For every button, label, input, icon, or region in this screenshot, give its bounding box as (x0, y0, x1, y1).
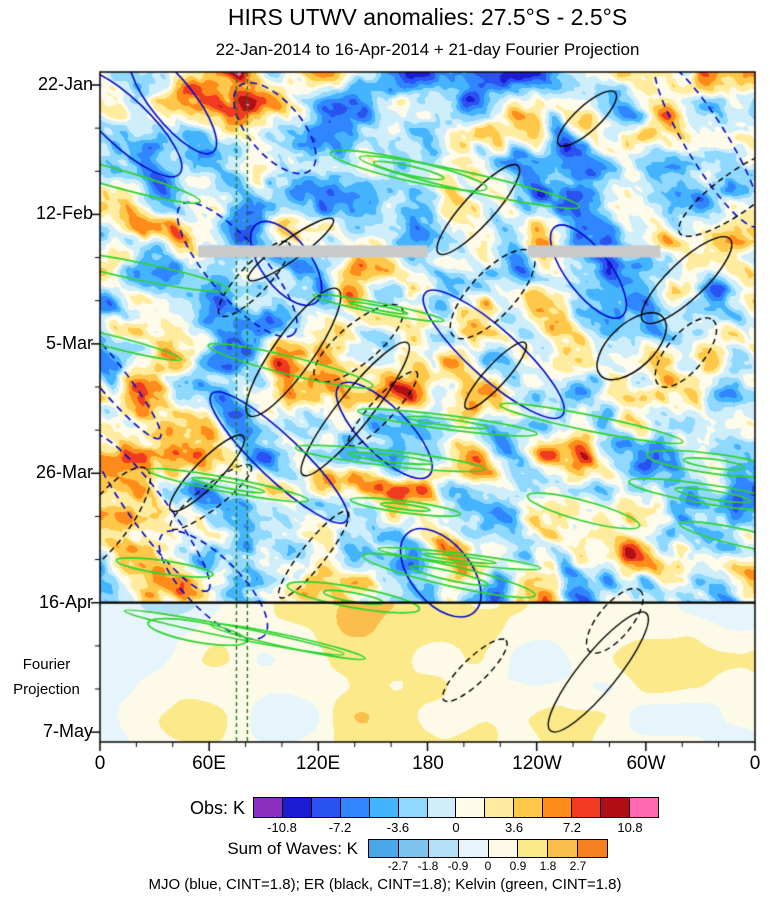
fourier-projection-label: Projection (13, 681, 80, 698)
x-axis-tick-label: 120E (295, 753, 341, 774)
colorbar-segment (282, 798, 312, 817)
x-axis-tick-label: 0 (749, 753, 761, 774)
x-axis-tick-label: 180 (412, 753, 444, 774)
waves-colorbar (368, 839, 608, 858)
y-axis-tick-label: 26-Mar (35, 462, 93, 482)
y-axis-tick-label: 5-Mar (45, 333, 93, 353)
colorbar-segment (601, 798, 630, 817)
waves-colorbar-tick-label: -2.7 (387, 859, 409, 873)
waves-colorbar-tick-label: -1.8 (417, 859, 439, 873)
y-axis-tick-label: 16-Apr (38, 592, 93, 612)
contour-legend-caption: MJO (blue, CINT=1.8); ER (black, CINT=1.… (148, 876, 622, 893)
colorbar-segment (340, 798, 370, 817)
obs-colorbar-tick-label: 10.8 (617, 820, 643, 835)
waves-colorbar-tick-label: 2.7 (569, 859, 587, 873)
y-axis-tick-label: 7-May (42, 721, 93, 741)
x-axis-tick-label: 60W (626, 753, 666, 774)
colorbar-segment (543, 798, 573, 817)
chart-title: HIRS UTWV anomalies: 27.5°S - 2.5°S (227, 4, 628, 30)
colorbar-segment (578, 840, 607, 857)
waves-colorbar-title: Sum of Waves: K (227, 839, 358, 858)
colorbar-segment (629, 798, 658, 817)
waves-colorbar-tick-label: 0.9 (509, 859, 527, 873)
waves-colorbar-labels: -2.7 -1.8 -0.9 0 0.9 1.8 2.7 (368, 859, 608, 873)
obs-colorbar (253, 797, 659, 818)
obs-colorbar-tick-label: -3.6 (386, 820, 410, 835)
x-axis-tick-label: 120W (512, 753, 562, 774)
colorbar-segment (254, 798, 283, 817)
colorbar-segment (369, 840, 399, 857)
x-axis-tick-label: 60E (192, 753, 226, 774)
colorbar-segment (518, 840, 549, 857)
colorbar-segment (548, 840, 579, 857)
obs-colorbar-tick-label: -7.2 (328, 820, 352, 835)
colorbar-segment (485, 798, 515, 817)
obs-colorbar-tick-label: 0 (452, 820, 460, 835)
colorbar-segment (514, 798, 544, 817)
colorbar-segment (488, 840, 519, 857)
colorbar-segment (458, 840, 489, 857)
colorbar-segment (311, 798, 341, 817)
fourier-projection-label: Fourier (22, 656, 71, 673)
colorbar-segment (427, 798, 457, 817)
obs-colorbar-tick-label: 3.6 (504, 820, 524, 835)
colorbar-segment (428, 840, 459, 857)
y-axis-tick-label: 22-Jan (37, 74, 93, 94)
obs-colorbar-tick-label: 7.2 (562, 820, 582, 835)
colorbar-segment (398, 840, 429, 857)
obs-colorbar-tick-label: -10.8 (267, 820, 297, 835)
x-axis-tick-label: 0 (94, 753, 106, 774)
waves-colorbar-tick-label: 0 (484, 859, 492, 873)
colorbar-segment (456, 798, 486, 817)
waves-colorbar-tick-label: -0.9 (447, 859, 469, 873)
waves-colorbar-tick-label: 1.8 (539, 859, 557, 873)
colorbar-segment (398, 798, 428, 817)
colorbar-segment (369, 798, 399, 817)
obs-colorbar-labels: -10.8 -7.2 -3.6 0 3.6 7.2 10.8 (253, 820, 659, 836)
y-axis-tick-label: 12-Feb (35, 203, 93, 223)
chart-subtitle: 22-Jan-2014 to 16-Apr-2014 + 21-day Four… (215, 40, 640, 59)
obs-colorbar-title: Obs: K (189, 798, 245, 818)
colorbar-segment (572, 798, 602, 817)
